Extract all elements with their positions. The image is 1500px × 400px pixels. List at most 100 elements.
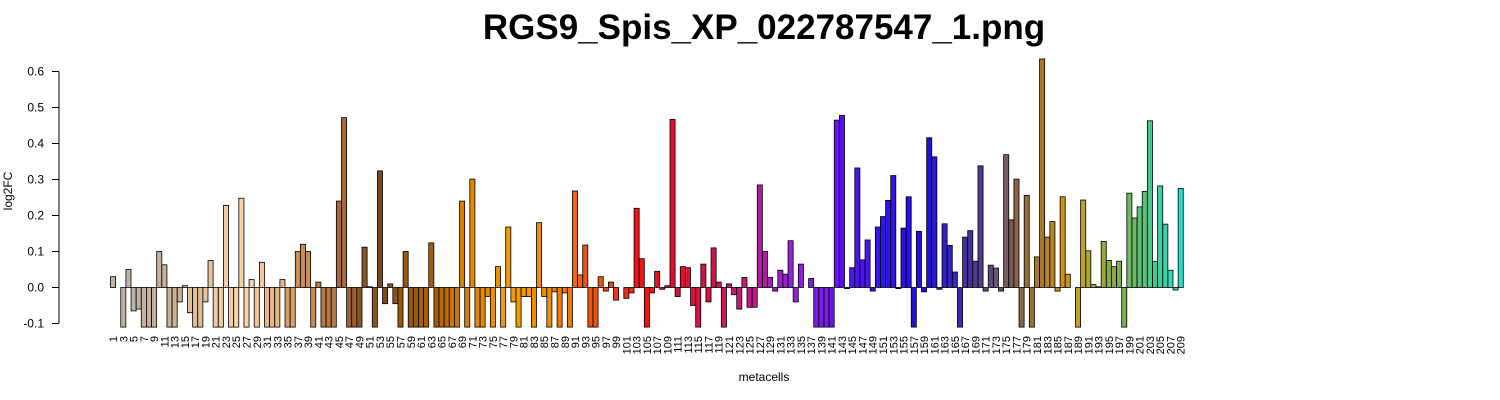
bar-15 [181, 285, 188, 288]
bar-24 [228, 287, 235, 328]
bar-48 [351, 287, 358, 328]
x-tick-label: 83 [529, 336, 541, 348]
bar-94 [587, 287, 594, 328]
bar-191 [1085, 250, 1092, 288]
x-tick-label: 107 [652, 336, 664, 354]
bar-177 [1013, 178, 1020, 288]
x-tick-label: 165 [950, 336, 962, 354]
bar-18 [197, 287, 204, 328]
bar-75 [489, 287, 496, 328]
bar-133 [787, 240, 794, 288]
x-tick-label: 161 [929, 336, 941, 354]
x-tick-label: 105 [642, 336, 654, 354]
bar-137 [808, 278, 815, 288]
bar-4 [125, 269, 132, 288]
bar-208 [1172, 287, 1179, 291]
x-tick-label: 47 [344, 336, 356, 348]
y-tick-label: 0.1 [27, 245, 44, 259]
bar-55 [387, 283, 394, 288]
x-tick-label: 5 [129, 336, 141, 342]
bar-98 [608, 281, 614, 288]
x-tick-label: 113 [683, 336, 695, 354]
bar-150 [874, 226, 881, 288]
x-tick-label: 195 [1104, 336, 1116, 354]
bar-160 [926, 137, 933, 288]
x-tick-label: 99 [611, 336, 623, 348]
x-tick-label: 85 [539, 336, 551, 348]
bar-40 [310, 287, 317, 328]
x-tick-label: 15 [180, 336, 192, 348]
y-tick-label: 0.2 [27, 209, 44, 223]
x-tick-label: 153 [888, 336, 900, 354]
bar-138 [813, 287, 820, 328]
x-tick-label: 171 [981, 336, 993, 354]
bar-184 [1049, 221, 1056, 288]
bar-50 [361, 246, 368, 288]
bar-7 [140, 287, 147, 328]
x-tick-label: 129 [765, 336, 777, 354]
chart-title: RGS9_Spis_XP_022787547_1.png [482, 8, 1046, 47]
bar-88 [556, 287, 563, 328]
x-tick-label: 69 [457, 336, 469, 348]
bar-124 [741, 277, 748, 288]
x-tick-label: 173 [991, 336, 1003, 354]
x-tick-label: 31 [262, 336, 274, 348]
bar-200 [1131, 217, 1138, 288]
bar-96 [597, 276, 604, 288]
x-tick-label: 91 [570, 336, 582, 348]
x-tick-label: 149 [868, 336, 880, 354]
bar-162 [936, 287, 943, 290]
bar-140 [823, 287, 830, 328]
x-tick-label: 13 [170, 336, 182, 348]
bar-20 [207, 260, 214, 288]
x-tick-label: 21 [211, 336, 223, 348]
bar-58 [402, 251, 409, 288]
bar-129 [767, 277, 774, 288]
bar-198 [1121, 287, 1128, 328]
bar-23 [223, 205, 229, 288]
x-tick-label: 79 [508, 336, 520, 348]
bar-185 [1054, 287, 1061, 292]
x-tick-label: 33 [272, 336, 284, 348]
bar-172 [987, 264, 994, 288]
x-tick-label: 7 [139, 336, 151, 342]
x-tick-label: 209 [1176, 336, 1188, 354]
bar-126 [751, 287, 758, 308]
x-tick-label: 29 [252, 336, 264, 348]
bar-65 [438, 287, 445, 328]
bar-76 [495, 266, 501, 288]
bar-19 [202, 287, 209, 303]
x-tick-label: 61 [416, 336, 428, 348]
y-tick-label: 0.0 [27, 281, 44, 295]
x-tick-label: 103 [632, 336, 644, 354]
bar-192 [1090, 284, 1097, 288]
bar-62 [423, 287, 430, 328]
bar-3 [120, 287, 127, 328]
bar-105 [643, 287, 650, 328]
bars-layer [110, 58, 1184, 328]
bar-42 [320, 287, 327, 328]
bar-90 [566, 287, 573, 328]
bar-206 [1162, 223, 1169, 288]
x-tick-label: 19 [200, 336, 212, 348]
x-tick-label: 93 [580, 336, 592, 348]
y-tick-label: 0.4 [27, 137, 44, 151]
bar-203 [1146, 120, 1153, 288]
bar-59 [407, 287, 414, 328]
x-tick-label: 199 [1124, 336, 1136, 354]
bar-149 [869, 287, 876, 292]
bar-86 [546, 287, 553, 328]
y-axis-label: log2FC [1, 171, 15, 210]
bar-93 [582, 244, 589, 288]
bar-189 [1075, 287, 1081, 328]
bar-114 [690, 287, 697, 306]
bar-25 [233, 287, 240, 328]
x-tick-label: 189 [1073, 336, 1085, 354]
bar-156 [905, 196, 912, 288]
bar-63 [428, 242, 435, 288]
bar-178 [1018, 287, 1025, 328]
bar-141 [828, 287, 835, 328]
x-tick-label: 35 [283, 336, 295, 348]
bar-68 [454, 287, 460, 328]
bar-181 [1034, 256, 1040, 288]
